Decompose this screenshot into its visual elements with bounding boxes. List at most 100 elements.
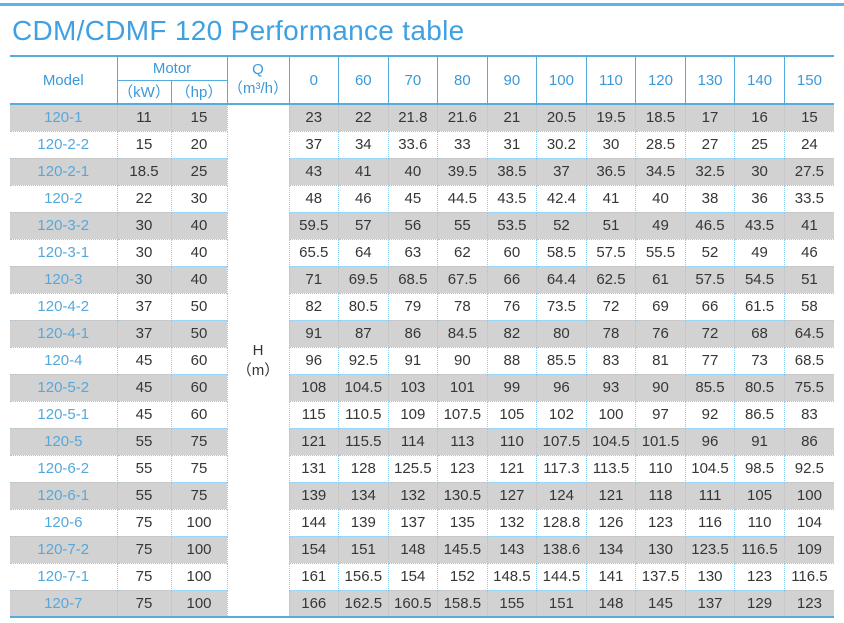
h-value-cell: 139 bbox=[288, 481, 340, 510]
h-value-cell: 73.5 bbox=[536, 292, 587, 321]
h-value-cell: 41 bbox=[585, 184, 637, 213]
h-value-cell: 40 bbox=[387, 157, 439, 186]
header-motor: Motor bbox=[116, 55, 228, 81]
h-value-cell: 132 bbox=[387, 481, 439, 510]
h-value-cell: 88 bbox=[486, 346, 538, 375]
table-row: 120-4-1 37 50 91 87 86 84.5 82 80 78 76 72 68 64.5 bbox=[10, 319, 834, 348]
h-value-cell: 115.5 bbox=[338, 427, 389, 456]
h-value-cell: 34.5 bbox=[635, 157, 686, 186]
h-value-cell: 21.6 bbox=[437, 103, 488, 132]
model-cell: 120-4-2 bbox=[10, 292, 118, 321]
h-value-cell: 105 bbox=[486, 400, 538, 429]
kw-cell: 45 bbox=[116, 400, 172, 429]
h-value-cell: 60 bbox=[486, 238, 538, 267]
h-value-cell: 98.5 bbox=[734, 454, 785, 483]
h-value-cell: 49 bbox=[635, 211, 686, 240]
table-body: 120-1 11 15 H （m） 23 22 21.8 21.6 21 20.5 19.5 18.5 1… bbox=[10, 103, 834, 618]
hp-cell: 100 bbox=[170, 535, 228, 564]
table-row: 120-3 30 40 71 69.5 68.5 67.5 66 64.4 62.5 61 57.5 5… bbox=[10, 265, 834, 294]
h-value-cell: 96 bbox=[684, 427, 736, 456]
header-row-top: Model Motor Q （m³/h） 0 60 70 80 90 100 110 120 1… bbox=[10, 55, 834, 105]
h-value-cell: 76 bbox=[635, 319, 686, 348]
h-value-cell: 51 bbox=[585, 211, 637, 240]
top-rule bbox=[0, 3, 844, 6]
h-value-cell: 154 bbox=[288, 535, 340, 564]
h-value-cell: 58.5 bbox=[536, 238, 587, 267]
h-value-cell: 41 bbox=[783, 211, 834, 240]
table-row: 120-1 11 15 H （m） 23 22 21.8 21.6 21 20.5 19.5 18.5 1… bbox=[10, 103, 834, 617]
model-cell: 120-6-1 bbox=[10, 481, 118, 510]
header-flow-60: 60 bbox=[338, 55, 389, 105]
h-value-cell: 46 bbox=[783, 238, 834, 267]
h-value-cell: 37 bbox=[288, 130, 340, 159]
h-value-cell: 49 bbox=[734, 238, 785, 267]
h-value-cell: 22 bbox=[338, 103, 389, 132]
header-q-unit: （m³/h） bbox=[227, 80, 288, 97]
header-flow-120: 120 bbox=[635, 55, 686, 105]
h-value-cell: 108 bbox=[288, 373, 340, 402]
table-row: 120-2-2 15 20 37 34 33.6 33 31 30.2 30 28.5 27 25 24 bbox=[10, 130, 834, 159]
h-value-cell: 132 bbox=[486, 508, 538, 537]
model-cell: 120-3-2 bbox=[10, 211, 118, 240]
hp-cell: 75 bbox=[170, 454, 228, 483]
h-value-cell: 110.5 bbox=[338, 400, 389, 429]
h-value-cell: 71 bbox=[288, 265, 340, 294]
h-value-cell: 109 bbox=[783, 535, 834, 564]
h-value-cell: 32.5 bbox=[684, 157, 736, 186]
h-value-cell: 85.5 bbox=[684, 373, 736, 402]
h-value-cell: 53.5 bbox=[486, 211, 538, 240]
h-value-cell: 61.5 bbox=[734, 292, 785, 321]
h-value-cell: 66 bbox=[684, 292, 736, 321]
h-value-cell: 38 bbox=[684, 184, 736, 213]
kw-cell: 37 bbox=[116, 292, 172, 321]
h-value-cell: 64 bbox=[338, 238, 389, 267]
h-value-cell: 34 bbox=[338, 130, 389, 159]
h-value-cell: 68 bbox=[734, 319, 785, 348]
h-value-cell: 99 bbox=[486, 373, 538, 402]
h-value-cell: 110 bbox=[635, 454, 686, 483]
h-value-cell: 30 bbox=[585, 130, 637, 159]
h-value-cell: 43.5 bbox=[734, 211, 785, 240]
h-value-cell: 117.3 bbox=[536, 454, 587, 483]
table-row: 120-3-1 30 40 65.5 64 63 62 60 58.5 57.5 55.5 52 49 4… bbox=[10, 238, 834, 267]
h-value-cell: 43.5 bbox=[486, 184, 538, 213]
h-value-cell: 44.5 bbox=[437, 184, 488, 213]
hp-cell: 50 bbox=[170, 319, 228, 348]
h-value-cell: 154 bbox=[387, 562, 439, 591]
hp-cell: 40 bbox=[170, 211, 228, 240]
h-value-cell: 84.5 bbox=[437, 319, 488, 348]
h-value-cell: 145.5 bbox=[437, 535, 488, 564]
h-value-cell: 121 bbox=[288, 427, 340, 456]
table-row: 120-6-1 55 75 139 134 132 130.5 127 124 121 118 111… bbox=[10, 481, 834, 510]
hp-cell: 100 bbox=[170, 562, 228, 591]
hp-cell: 15 bbox=[170, 103, 228, 132]
table-header: Model Motor Q （m³/h） 0 60 70 80 90 100 110 120 1… bbox=[10, 55, 834, 105]
page: CDM/CDMF 120 Performance table Model Mot… bbox=[0, 3, 844, 618]
h-value-cell: 104.5 bbox=[338, 373, 389, 402]
table-row: 120-3-2 30 40 59.5 57 56 55 53.5 52 51 49 46.5 43.5 4… bbox=[10, 211, 834, 240]
kw-cell: 45 bbox=[116, 373, 172, 402]
h-value-cell: 17 bbox=[684, 103, 736, 132]
table-row: 120-5-1 45 60 115 110.5 109 107.5 105 102 100 97 92… bbox=[10, 400, 834, 429]
h-value-cell: 96 bbox=[288, 346, 340, 375]
hp-cell: 40 bbox=[170, 265, 228, 294]
h-value-cell: 55.5 bbox=[635, 238, 686, 267]
h-value-cell: 56 bbox=[387, 211, 439, 240]
h-value-cell: 67.5 bbox=[437, 265, 488, 294]
h-value-cell: 156.5 bbox=[338, 562, 389, 591]
h-value-cell: 162.5 bbox=[338, 589, 389, 618]
h-value-cell: 127 bbox=[486, 481, 538, 510]
h-value-cell: 103 bbox=[387, 373, 439, 402]
model-cell: 120-4-1 bbox=[10, 319, 118, 348]
h-value-cell: 123 bbox=[635, 508, 686, 537]
h-value-cell: 104 bbox=[783, 508, 834, 537]
h-value-cell: 101.5 bbox=[635, 427, 686, 456]
table-row: 120-7 75 100 166 162.5 160.5 158.5 155 151 148 145… bbox=[10, 589, 834, 618]
header-model: Model bbox=[10, 55, 118, 105]
h-value-cell: 28.5 bbox=[635, 130, 686, 159]
h-value-cell: 104.5 bbox=[585, 427, 637, 456]
h-value-cell: 123 bbox=[734, 562, 785, 591]
h-value-cell: 107.5 bbox=[437, 400, 488, 429]
kw-cell: 75 bbox=[116, 562, 172, 591]
kw-cell: 45 bbox=[116, 346, 172, 375]
